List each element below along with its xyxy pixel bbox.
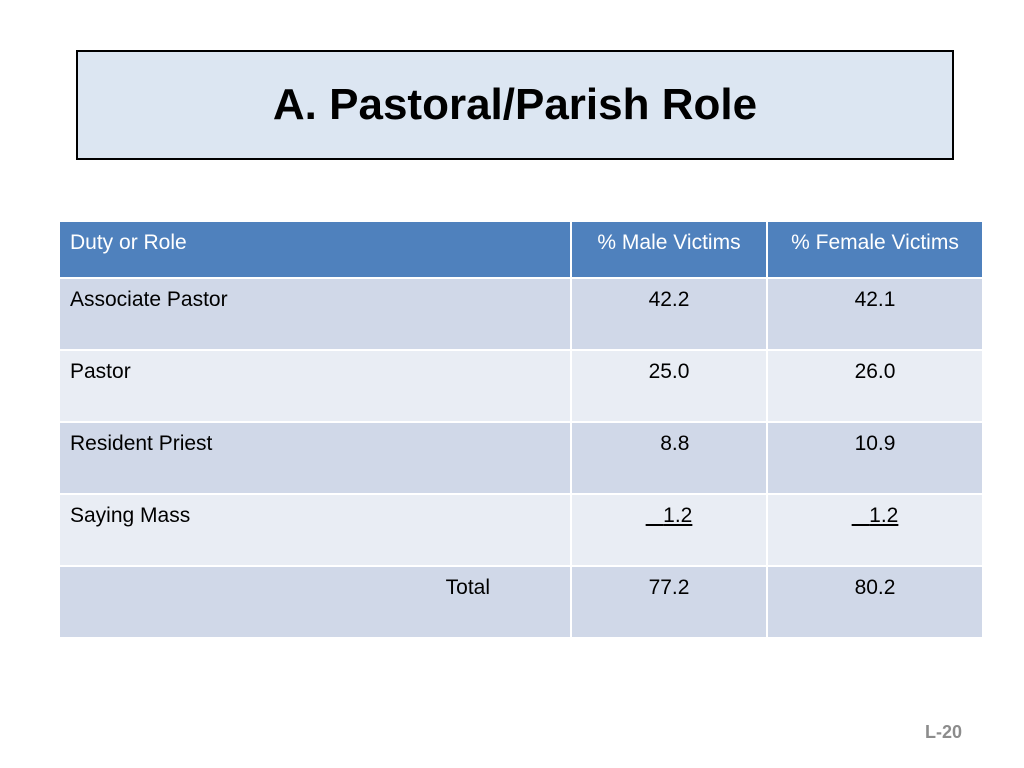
page-number: L-20 [924,722,962,742]
male-value-cell: 8.8 [571,422,768,495]
table-row: Pastor 25.0 26.0 [60,350,982,423]
column-header-duty-role: Duty or Role [60,222,572,279]
female-total-cell: 80.2 [767,566,982,639]
female-value-cell: 42.1 [767,278,982,351]
male-value: 8.8 [660,432,690,455]
roles-table: Duty or Role % Male Victims % Female Vic… [60,222,982,639]
role-cell: Saying Mass [60,494,572,567]
role-cell: Pastor [60,350,572,423]
male-value-cell: 25.0 [571,350,768,423]
female-value-cell: 26.0 [767,350,982,423]
table-row: Resident Priest 8.8 10.9 [60,422,982,495]
role-cell: Resident Priest [60,422,572,495]
female-value-underlined: 1.2 [852,504,899,527]
female-value-cell: 1.2 [767,494,982,567]
male-value: 1.2 [663,504,693,527]
male-value-underlined: 1.2 [646,504,693,527]
male-total-cell: 77.2 [571,566,768,639]
total-label-cell: Total [60,566,572,639]
slide-title: A. Pastoral/Parish Role [272,80,758,129]
table-row: Associate Pastor 42.2 42.1 [60,278,982,351]
column-header-female-victims: % Female Victims [767,222,982,279]
column-header-male-victims: % Male Victims [571,222,768,279]
title-box: A. Pastoral/Parish Role [76,50,954,160]
female-value-cell: 10.9 [767,422,982,495]
role-cell: Associate Pastor [60,278,572,351]
female-value: 1.2 [869,504,899,527]
table-row: Saying Mass 1.2 1.2 [60,494,982,567]
table-header-row: Duty or Role % Male Victims % Female Vic… [60,222,982,279]
male-value-cell: 42.2 [571,278,768,351]
male-value-cell: 1.2 [571,494,768,567]
table-row-total: Total 77.2 80.2 [60,566,982,639]
